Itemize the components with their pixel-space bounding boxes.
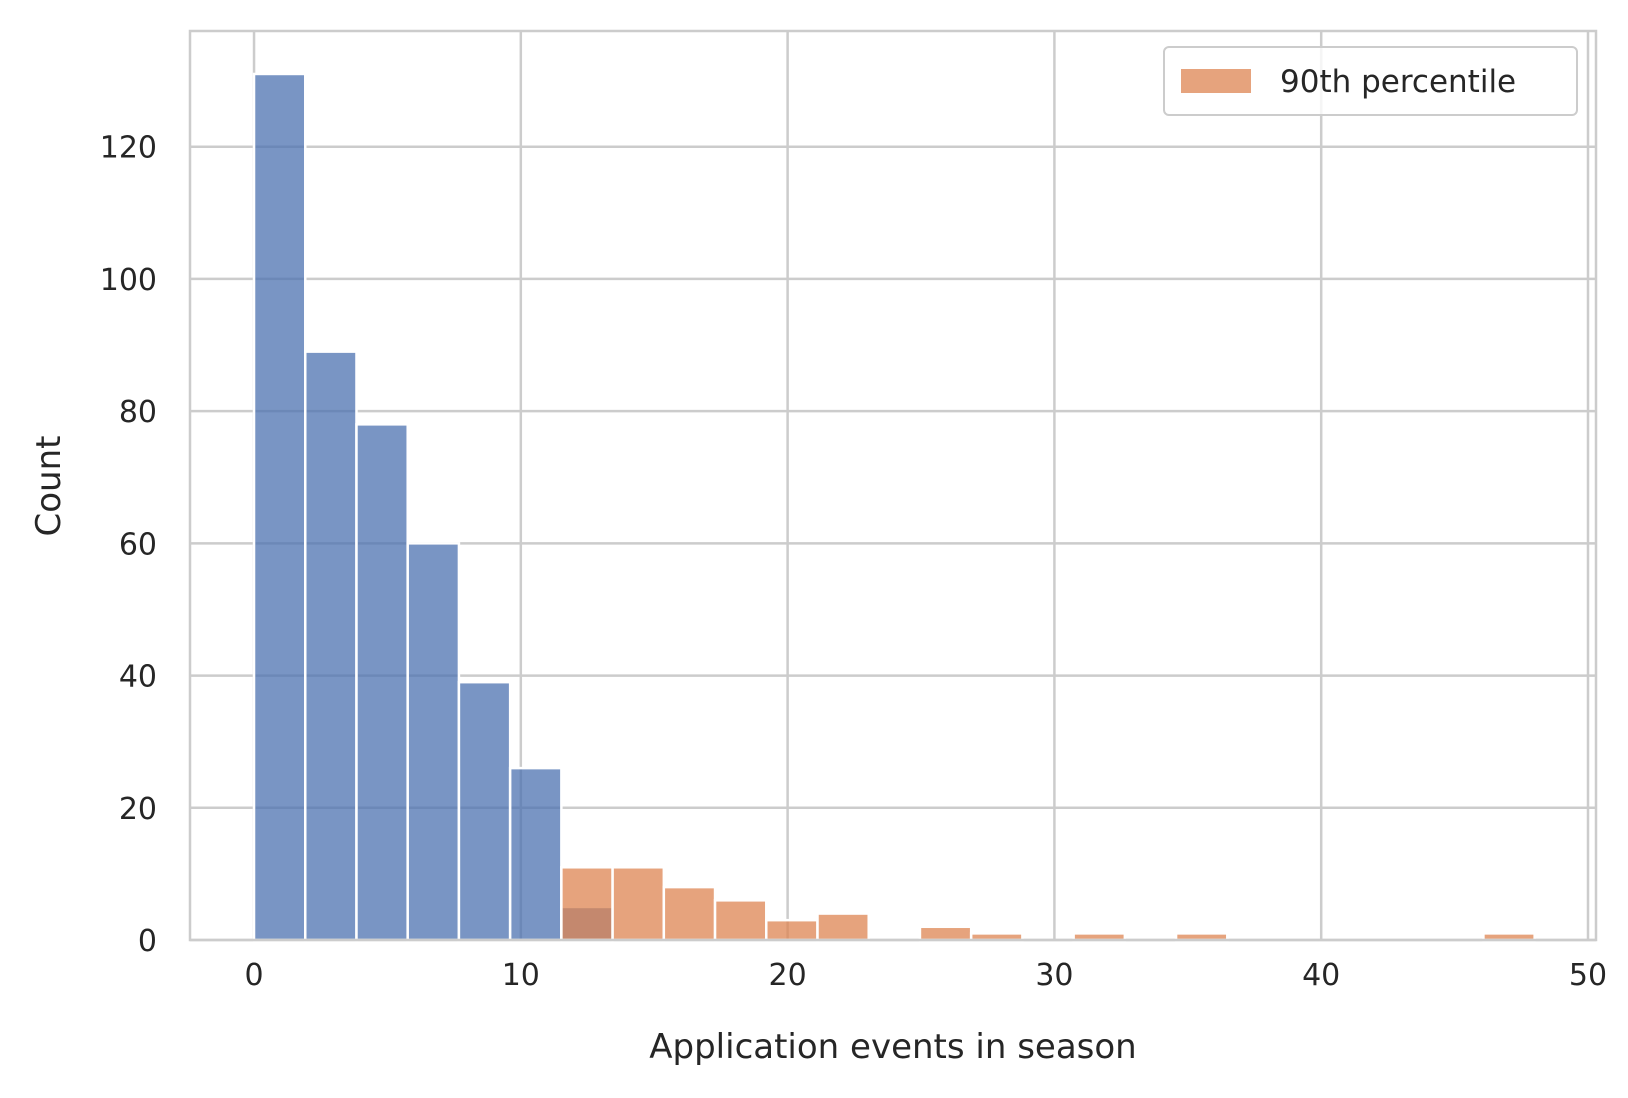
y-tick-label: 80 [119, 395, 157, 430]
x-tick-labels: 0 10 20 30 40 50 [244, 958, 1607, 993]
y-tick-label: 100 [100, 263, 157, 298]
x-axis-label: Application events in season [649, 1027, 1136, 1067]
x-tick-label: 0 [244, 958, 263, 993]
x-tick-label: 50 [1569, 958, 1607, 993]
histogram-bar [406, 542, 461, 942]
y-tick-label: 40 [119, 660, 157, 695]
x-tick-label: 40 [1302, 958, 1340, 993]
histogram-bar [252, 72, 307, 942]
histogram-bars [252, 72, 1536, 942]
histogram-bar [611, 866, 666, 942]
x-tick-label: 10 [502, 958, 540, 993]
histogram-bar [662, 885, 717, 942]
legend-label: 90th percentile [1280, 64, 1516, 100]
histogram-bar [355, 423, 409, 942]
histogram-bar [918, 925, 973, 942]
legend-swatch [1181, 69, 1251, 93]
histogram-bar [713, 899, 768, 942]
legend: 90th percentile [1163, 46, 1578, 116]
y-tick-label: 120 [100, 131, 157, 166]
y-axis-label: Count [29, 436, 69, 537]
y-tick-label: 60 [119, 527, 157, 562]
y-tick-label: 0 [138, 924, 157, 959]
x-tick-label: 20 [769, 958, 807, 993]
x-tick-label: 30 [1035, 958, 1073, 993]
histogram-bar [304, 350, 358, 942]
histogram-bar [765, 918, 819, 942]
histogram-bar [560, 866, 614, 942]
y-tick-labels: 0 20 40 60 80 100 120 [100, 131, 157, 959]
y-tick-label: 20 [119, 792, 157, 827]
plot-frame [188, 29, 1598, 942]
histogram-bar [508, 766, 563, 942]
histogram-bar [816, 912, 870, 942]
legend-frame [1163, 46, 1578, 116]
histogram-bar [457, 680, 512, 942]
